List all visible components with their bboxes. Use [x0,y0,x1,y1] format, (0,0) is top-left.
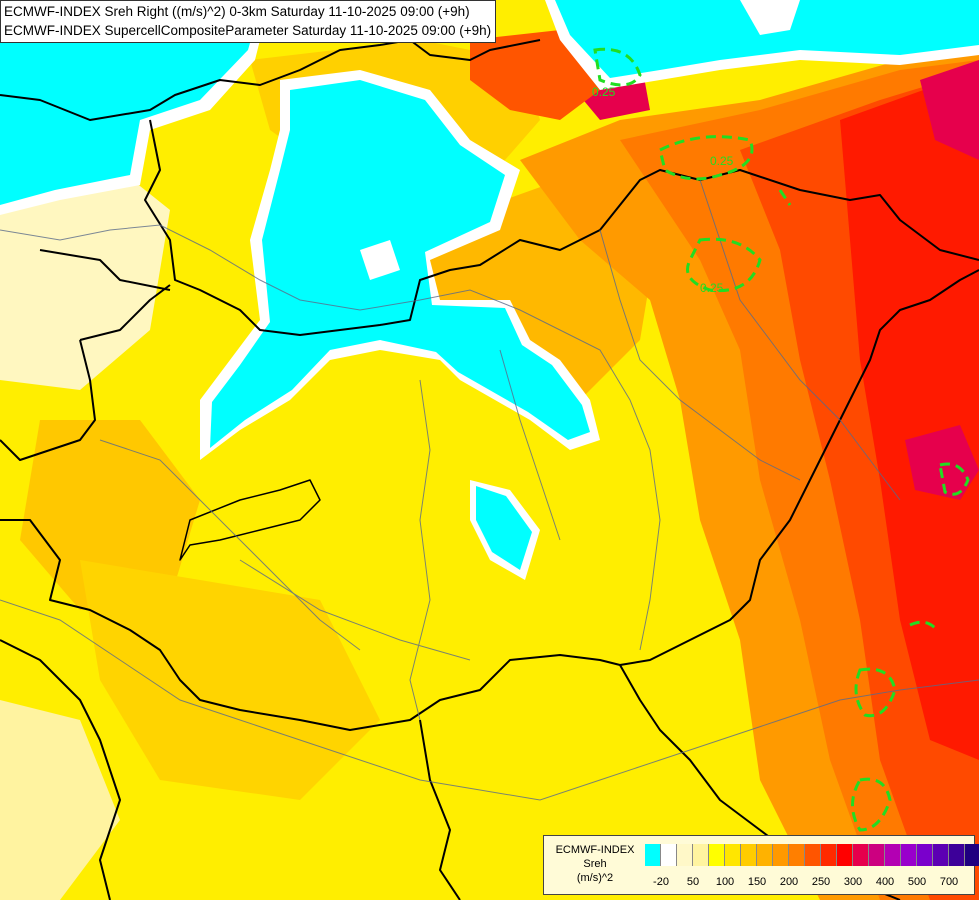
legend-ticks: -20 50 100 150 200 250 300 400 500 700 [645,875,971,889]
legend-tick-label: 50 [686,876,700,888]
contour-label: 0.25 [700,281,724,295]
legend-swatch [693,844,709,866]
title-line-sreh: ECMWF-INDEX Sreh Right ((m/s)^2) 0-3km S… [4,4,470,19]
legend-swatch [933,844,949,866]
legend-tick-label: 500 [907,876,927,888]
legend-swatch [901,844,917,866]
gradient-zone-red [840,70,979,760]
legend-swatch [805,844,821,866]
legend-tick-label: 150 [747,876,767,888]
legend-swatch [645,844,661,866]
scp-contour-labels: 0.25 0.25 0.25 [592,85,734,295]
legend-swatch [709,844,725,866]
legend-unit: (m/s)^2 [576,872,614,884]
legend-swatch [885,844,901,866]
scp-contours [593,47,970,832]
red-patch-top [470,30,600,120]
legend-swatches [645,844,979,866]
legend-source: ECMWF-INDEX [555,844,635,856]
legend-tick-label: 300 [843,876,863,888]
legend-variable: Sreh [583,858,607,870]
legend-tick-label: 700 [939,876,959,888]
legend-swatch [869,844,885,866]
legend-swatch [677,844,693,866]
legend-swatch [837,844,853,866]
pale-zone-west [0,170,170,390]
legend-swatch [789,844,805,866]
legend-swatch [949,844,965,866]
legend-swatch [853,844,869,866]
legend-tick-label: 200 [779,876,799,888]
legend-caption: ECMWF-INDEX Sreh (m/s)^2 [544,843,646,885]
negative-helicity-regions [0,0,979,580]
legend-tick-label: 400 [875,876,895,888]
legend-swatch [965,844,979,866]
legend-swatch [741,844,757,866]
pale-zone-southwest [0,700,120,900]
title-line-scp: ECMWF-INDEX SupercellCompositeParameter … [4,23,492,38]
rivers [0,179,979,801]
legend-swatch [821,844,837,866]
color-legend: ECMWF-INDEX Sreh (m/s)^2 -20 50 100 150 200 2… [543,835,979,895]
legend-swatch [725,844,741,866]
map-title-box: ECMWF-INDEX Sreh Right ((m/s)^2) 0-3km S… [0,0,497,43]
legend-swatch [757,844,773,866]
orange-patch-south [80,560,380,800]
legend-tick-label: 250 [811,876,831,888]
country-borders [0,39,979,900]
contour-label: 0.25 [710,154,734,168]
legend-swatch [917,844,933,866]
legend-swatch [661,844,677,866]
magenta-blob-east [905,425,979,500]
legend-tick-label: -20 [653,876,669,888]
orange-patch-west [20,420,200,610]
magenta-blob-north [920,60,979,160]
contour-label: 0.25 [592,85,616,99]
legend-swatch [773,844,789,866]
legend-tick-label: 100 [715,876,735,888]
